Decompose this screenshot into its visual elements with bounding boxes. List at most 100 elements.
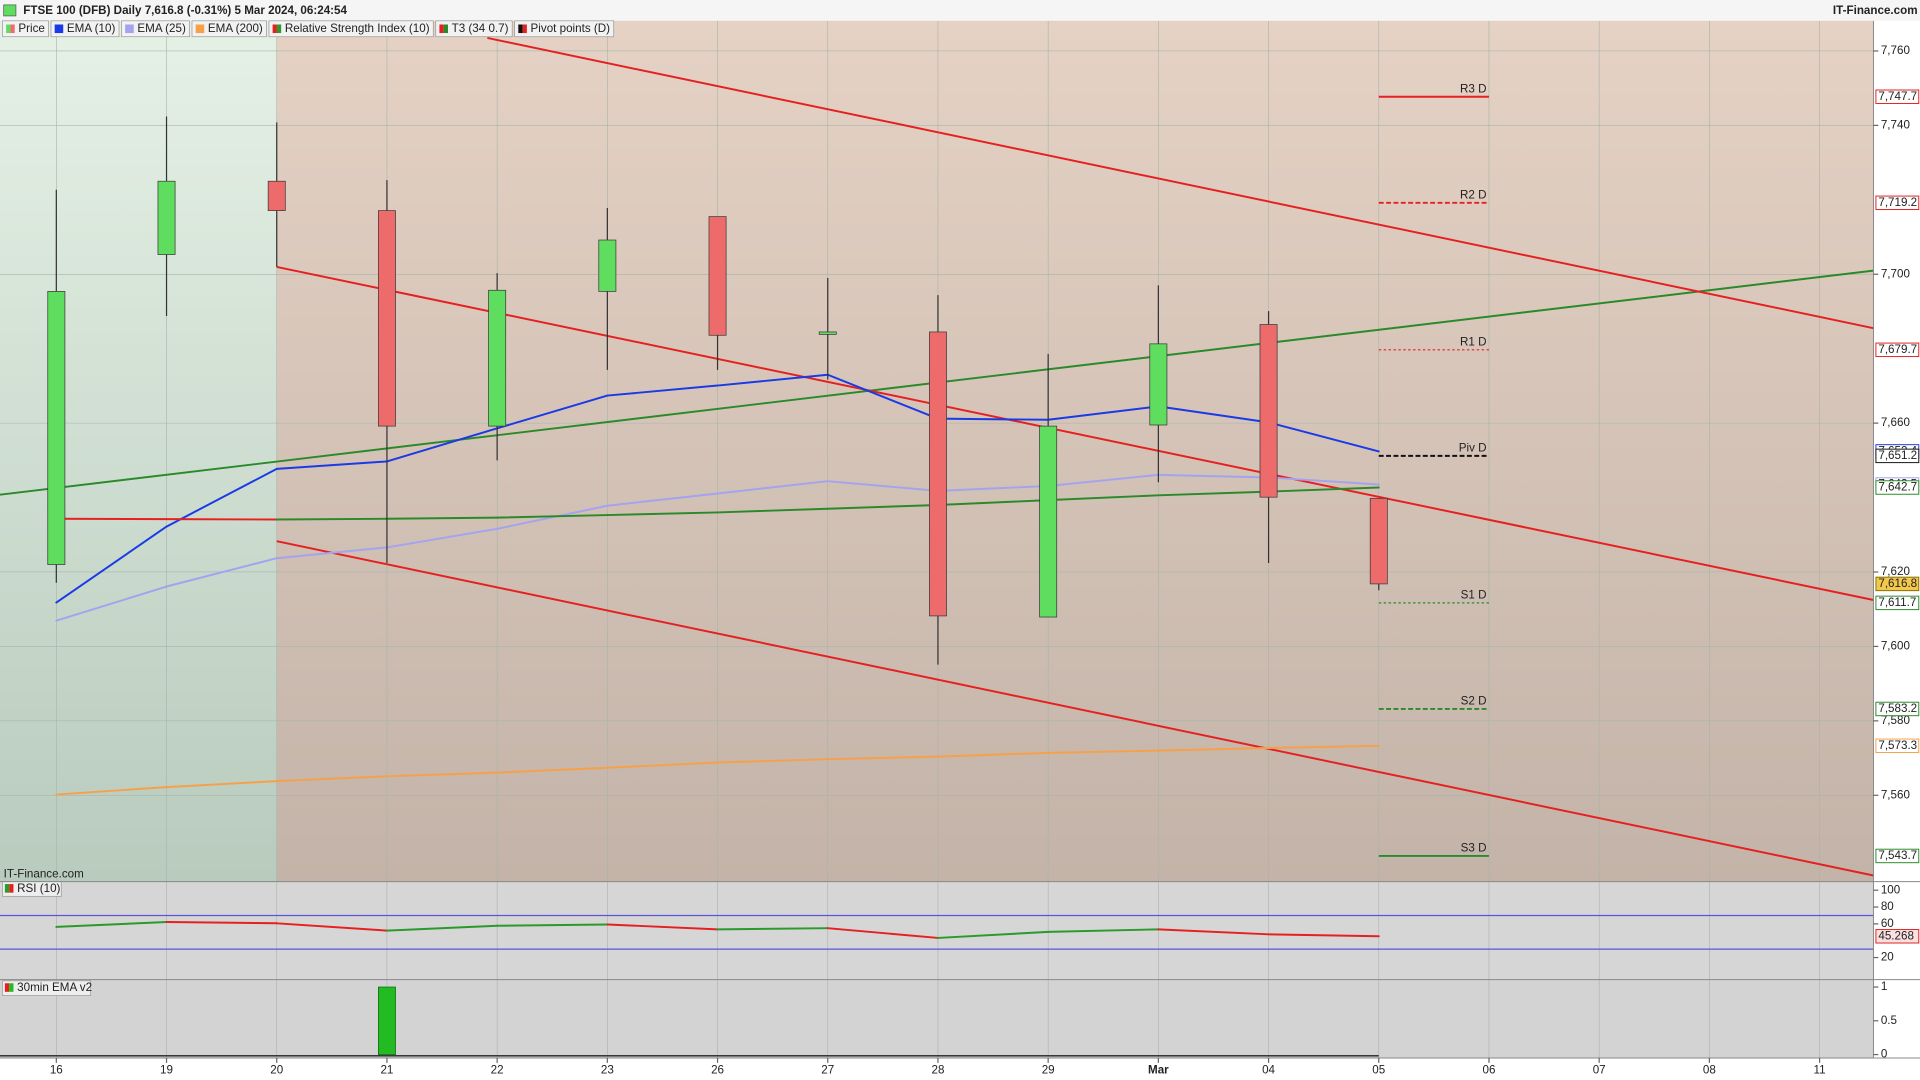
series-line bbox=[55, 786, 168, 796]
legend-item bbox=[191, 20, 267, 38]
legend-item bbox=[268, 20, 434, 38]
series-line bbox=[165, 780, 278, 789]
series-line bbox=[716, 507, 829, 514]
x-tick-label: 19 bbox=[160, 1063, 173, 1076]
series-line bbox=[1157, 747, 1270, 752]
y-tick-label: 100 bbox=[1881, 883, 1901, 896]
panel-label-icon bbox=[4, 884, 10, 893]
pivot-label: Piv D bbox=[1459, 442, 1487, 455]
rsi-line bbox=[936, 930, 1050, 939]
axis-value-box bbox=[1875, 848, 1920, 864]
channel-shade bbox=[276, 20, 1874, 882]
x-tick-label: Mar bbox=[1148, 1063, 1169, 1076]
legend-swatch bbox=[276, 24, 282, 34]
legend-label: Pivot points (D) bbox=[531, 22, 611, 35]
series-line bbox=[1157, 490, 1270, 497]
x-tick-label: 23 bbox=[601, 1063, 614, 1076]
axis-value-label: 45.268 bbox=[1878, 929, 1914, 942]
y-tick-label: 0 bbox=[1881, 1048, 1888, 1061]
y-axis-area bbox=[1873, 20, 1920, 1058]
series-line bbox=[385, 527, 499, 549]
x-tick-label: 28 bbox=[931, 1063, 944, 1076]
y-tick-label: 7,560 bbox=[1881, 788, 1911, 801]
rsi-line bbox=[716, 927, 829, 931]
candle-body bbox=[378, 210, 396, 427]
legend-label: EMA (200) bbox=[208, 22, 263, 35]
pivot-label: R1 D bbox=[1460, 336, 1487, 349]
rsi-background bbox=[0, 881, 1874, 980]
rsi-line bbox=[606, 923, 719, 931]
series-line bbox=[385, 427, 499, 463]
candle-body bbox=[1369, 497, 1388, 585]
rsi-line bbox=[1267, 933, 1380, 938]
axis-value-box bbox=[1875, 195, 1920, 211]
candle-body bbox=[157, 180, 176, 255]
y-tick-label: 1 bbox=[1881, 980, 1887, 993]
series-line bbox=[496, 394, 609, 430]
channel-line bbox=[487, 37, 1874, 330]
legend-label: EMA (25) bbox=[137, 22, 186, 35]
rsi-line bbox=[1047, 928, 1160, 933]
axis-value-box bbox=[1875, 738, 1920, 754]
series-line bbox=[275, 775, 388, 783]
axis-value-label: 7,543.7 bbox=[1878, 849, 1917, 862]
source: IT-Finance.com bbox=[1833, 4, 1918, 17]
legend-swatch bbox=[6, 24, 11, 34]
series-line bbox=[1047, 494, 1160, 502]
axis-value-label: 7,719.2 bbox=[1878, 196, 1917, 209]
pivot-label: S2 D bbox=[1461, 695, 1487, 708]
series-line bbox=[936, 417, 1050, 421]
candle-body bbox=[488, 289, 507, 427]
series-line bbox=[606, 384, 719, 397]
x-tick-label: 07 bbox=[1593, 1063, 1606, 1076]
x-tick-label: 20 bbox=[270, 1063, 283, 1076]
panel-label-icon bbox=[4, 983, 10, 992]
panel-label-icon bbox=[9, 884, 14, 893]
series-line bbox=[716, 758, 829, 764]
pivot-label: S3 D bbox=[1461, 842, 1487, 855]
x-tick-label: 21 bbox=[380, 1063, 393, 1076]
series-line bbox=[165, 557, 278, 588]
series-line bbox=[936, 499, 1050, 506]
series-line bbox=[1047, 473, 1160, 488]
y-tick-label: 7,600 bbox=[1881, 640, 1911, 653]
series-line bbox=[936, 751, 1050, 758]
x-tick-label: 04 bbox=[1262, 1063, 1275, 1076]
series-line bbox=[606, 492, 719, 507]
axis-value-box bbox=[1875, 929, 1920, 944]
x-tick-label: 11 bbox=[1814, 1063, 1826, 1076]
rsi-line bbox=[55, 921, 168, 928]
series-line bbox=[716, 373, 829, 387]
legend-item bbox=[435, 20, 513, 38]
rsi-line bbox=[165, 921, 278, 925]
candle-body bbox=[929, 331, 947, 617]
series-line bbox=[165, 467, 278, 528]
title-icon bbox=[3, 4, 17, 17]
channel-line bbox=[276, 265, 1874, 601]
rsi-line bbox=[1157, 928, 1270, 936]
axis-value-box bbox=[1875, 448, 1920, 464]
axis-value-label: 7,616.8 bbox=[1878, 577, 1917, 590]
legend-swatch bbox=[439, 24, 444, 34]
channel-line bbox=[276, 540, 1874, 877]
x-tick-label: 29 bbox=[1042, 1063, 1055, 1076]
candle-body bbox=[1259, 324, 1278, 498]
legend-swatch bbox=[195, 24, 205, 34]
pivot-label: S1 D bbox=[1461, 589, 1487, 602]
y-tick-label: 7,740 bbox=[1881, 118, 1911, 131]
y-tick-label: 20 bbox=[1881, 951, 1894, 964]
axis-value-label: 7,651.2 bbox=[1878, 449, 1917, 462]
axis-value-label: 7,611.7 bbox=[1878, 596, 1916, 609]
candle-body bbox=[818, 331, 837, 335]
candle-body bbox=[1149, 343, 1168, 426]
legend-swatch bbox=[272, 24, 277, 34]
chart-title: FTSE 100 (DFB) Daily 7,616.8 (-0.31%) 5 … bbox=[23, 4, 347, 17]
series-line bbox=[275, 517, 388, 521]
axis-value-label: 7,583.2 bbox=[1878, 702, 1917, 715]
x-tick-label: 27 bbox=[821, 1063, 834, 1076]
legend: Price EMA (10) EMA (25) EMA (200) Relative S… bbox=[2, 20, 615, 38]
y-tick-label: 7,660 bbox=[1881, 416, 1911, 429]
series-line bbox=[385, 771, 499, 778]
series-line bbox=[55, 525, 168, 604]
